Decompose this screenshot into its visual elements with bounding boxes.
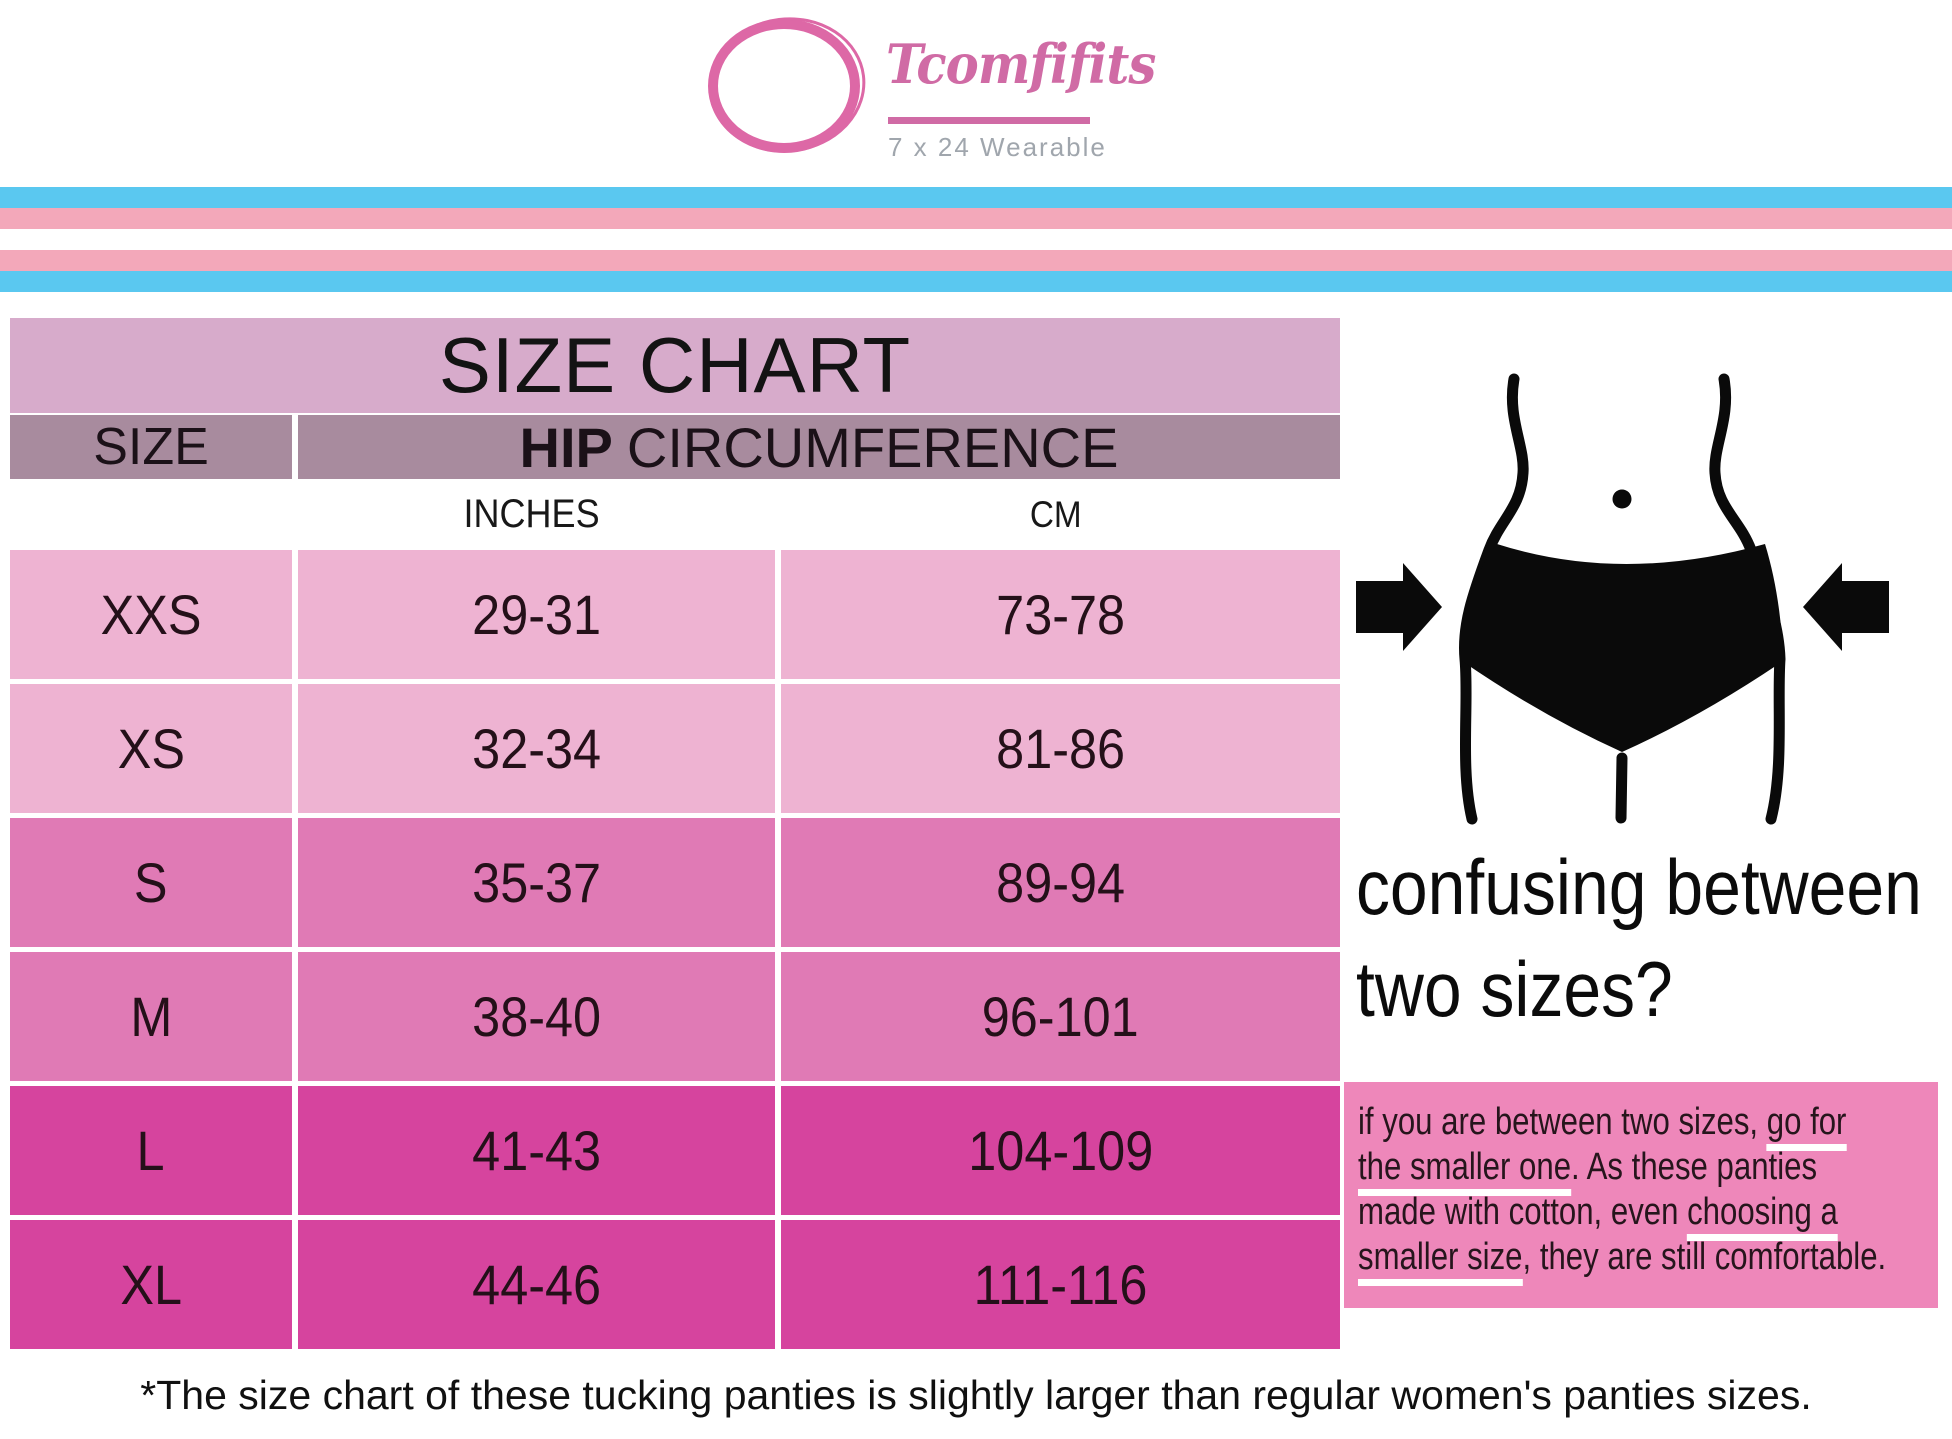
- confusing-heading-line1: confusing between: [1356, 843, 1922, 931]
- brand-name: Tcomfifits: [886, 32, 1156, 96]
- inches-cell: 29-31: [298, 550, 775, 679]
- table-title: SIZE CHART: [10, 318, 1340, 413]
- table-header-row: SIZE HIP CIRCUMFERENCE: [10, 415, 1340, 479]
- navel-dot: [1612, 489, 1632, 509]
- unit-cm-label: CM: [1030, 493, 1082, 535]
- cm-cell: 81-86: [781, 684, 1340, 813]
- confusing-heading: confusing between two sizes?: [1356, 836, 1952, 1040]
- flag-stripe-white: [0, 229, 1952, 250]
- unit-inches-label: INCHES: [463, 492, 601, 536]
- flag-stripe-blue-top: [0, 187, 1952, 208]
- size-cell: XXS: [10, 550, 292, 679]
- header-hip-rest: CIRCUMFERENCE: [626, 415, 1119, 479]
- note-line: smaller size, they are still comfortable…: [1358, 1235, 1886, 1286]
- flag-stripe-pink-bottom: [0, 250, 1952, 271]
- inches-cell: 32-34: [298, 684, 775, 813]
- note-line: if you are between two sizes, go for: [1358, 1100, 1847, 1151]
- cm-cell: 104-109: [781, 1086, 1340, 1215]
- header-size-cell: SIZE: [10, 415, 292, 479]
- header-hip-cell: HIP CIRCUMFERENCE: [298, 415, 1340, 479]
- note-line: the smaller one. As these panties: [1358, 1145, 1834, 1196]
- header-hip-bold: HIP: [519, 415, 613, 479]
- cm-cell: 73-78: [781, 550, 1340, 679]
- size-cell: S: [10, 818, 292, 947]
- right-arrow-icon: [1803, 563, 1889, 651]
- inner-thigh-line: [1615, 752, 1628, 824]
- brand-tagline: 7 x 24 Wearable: [888, 132, 1107, 162]
- confusing-heading-line2: two sizes?: [1356, 945, 1673, 1033]
- cm-cell: 96-101: [781, 952, 1340, 1081]
- inches-cell: 44-46: [298, 1220, 775, 1349]
- trans-flag-banner: [0, 187, 1952, 292]
- hip-measurement-illustration: [1356, 373, 1889, 825]
- size-cell: M: [10, 952, 292, 1081]
- flag-stripe-blue-bottom: [0, 271, 1952, 292]
- size-cell: L: [10, 1086, 292, 1215]
- cm-cell: 89-94: [781, 818, 1340, 947]
- note-text: if you are between two sizes, go for the …: [1358, 1100, 1938, 1286]
- brand-underline: [888, 117, 1090, 124]
- flag-stripe-pink-top: [0, 208, 1952, 229]
- inches-cell: 41-43: [298, 1086, 775, 1215]
- size-table-body: XXS 29-31 73-78 XS 32-34 81-86 S 35-37 89-94 M 38-…: [10, 550, 1340, 1349]
- body-left-contour: [1459, 373, 1529, 825]
- left-arrow-icon: [1356, 563, 1442, 651]
- table-units-row: INCHES CM: [10, 479, 1340, 550]
- size-cell: XS: [10, 684, 292, 813]
- size-cell: XL: [10, 1220, 292, 1349]
- note-line: made with cotton, even choosing a: [1358, 1190, 1838, 1241]
- sizing-advice-box: if you are between two sizes, go for the …: [1344, 1082, 1938, 1308]
- inches-cell: 38-40: [298, 952, 775, 1081]
- size-chart-table: SIZE CHART SIZE HIP CIRCUMFERENCE INCHES…: [10, 318, 1340, 1349]
- footnote: *The size chart of these tucking panties…: [140, 1372, 1812, 1418]
- cm-cell: 111-116: [781, 1220, 1340, 1349]
- panties-shape: [1462, 544, 1783, 752]
- inches-cell: 35-37: [298, 818, 775, 947]
- brand-logo: Tcomfifits 7 x 24 Wearable: [700, 10, 1156, 162]
- brand-circle-icon: [708, 17, 866, 153]
